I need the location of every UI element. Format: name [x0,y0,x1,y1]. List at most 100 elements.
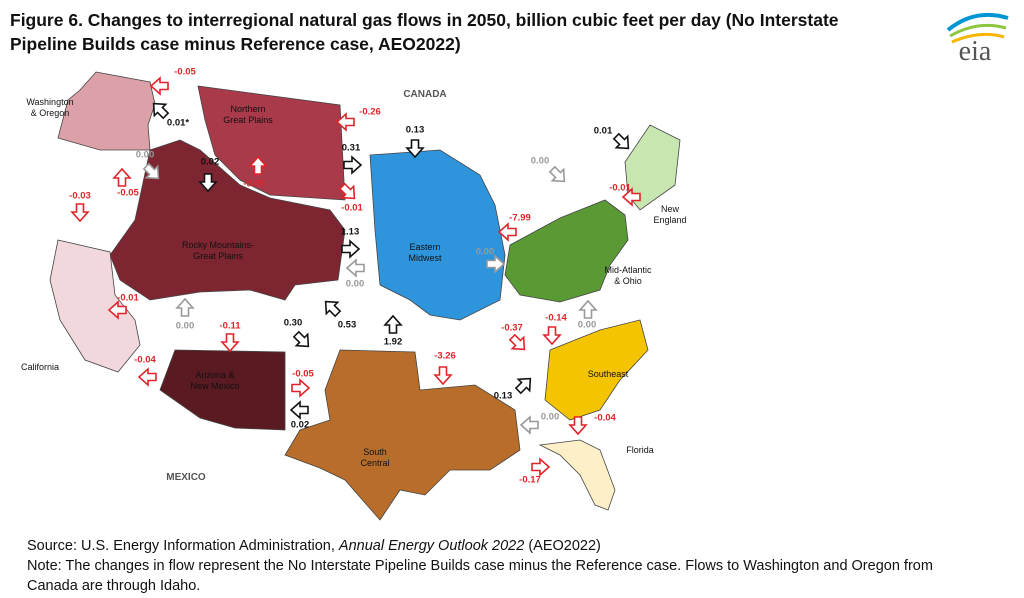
flow-arrow [514,377,532,395]
flow-label: -0.14 [545,313,567,324]
region-label: Great Plains [223,115,273,125]
flow-arrow [107,300,127,320]
flow-arrow [621,187,641,207]
flow-arrow [433,366,453,386]
flow-arrow [612,132,630,150]
flow-label: 0.30 [284,318,303,329]
flow-arrow [531,457,551,477]
flow-arrow [568,416,588,436]
region-label: California [21,362,59,372]
region [544,319,649,421]
flow-label: -0.01 [609,183,631,194]
logo-arc [946,12,1009,32]
region-label: Arizona & [195,370,234,380]
flow-label: -0.01 [117,293,139,304]
flow-arrow [291,378,311,398]
flow-arrow [338,182,356,200]
flow-label: 0.00 [136,150,155,161]
regions [49,71,681,521]
region [538,439,616,511]
flow-label: 0.01* [167,118,189,129]
flow-arrow [152,102,170,120]
region-label: New Mexico [190,381,239,391]
flow-label: -0.01 [341,203,363,214]
source-text: (AEO2022) [524,538,601,554]
region-label: Florida [626,445,654,455]
flow-label: 0.00 [346,279,365,290]
region [109,139,346,301]
region [159,349,286,431]
flow-arrow [149,76,169,96]
flow-arrow [112,167,132,187]
region [57,71,156,151]
region-label: Mid-Atlantic [604,265,652,275]
title: Figure 6. Changes to interregional natur… [10,10,839,54]
flow-arrow [137,367,157,387]
flow-arrow [383,314,403,334]
flow-label: -0.05 [292,369,314,380]
logo-text: eia [959,36,992,67]
flow-arrow [341,239,361,259]
flow-arrow [142,162,160,180]
region-label: Washington [26,97,73,107]
region-label: New [661,204,680,214]
logo: eia [946,12,1009,67]
region [504,199,629,303]
flow-arrow [497,222,517,242]
region-label: Rocky Mountains- [182,240,254,250]
flow-label: -0.03 [69,191,91,202]
flow-arrow [486,254,506,274]
flow-label: -3.26 [434,351,456,362]
flow-label: 0.02 [201,157,220,168]
region-label: Southeast [588,369,629,379]
flow-arrow [343,155,363,175]
region [284,349,521,521]
flow-label: 0.13 [406,125,425,136]
flow-label: -0.05 [117,188,139,199]
flow-label: -0.05 [243,179,265,190]
flow-arrow [345,258,365,278]
flow-label: -0.05 [174,67,196,78]
flow-arrow [542,326,562,346]
region-label: Central [360,458,389,468]
flow-arrow [335,112,355,132]
flow-label: 0.01 [594,126,613,137]
flow-label: 0.02 [291,420,310,431]
flow-label: -0.26 [359,107,381,118]
flow-label: -0.04 [134,355,156,366]
region-label: Midwest [408,253,442,263]
region-label: & Ohio [614,276,642,286]
flow-arrow [292,330,310,348]
flow-label: 1.92 [384,337,403,348]
flow-arrow [578,299,598,319]
region-label: Northern [230,104,265,114]
flow-label: -0.11 [219,321,241,332]
flow-arrow [405,139,425,159]
flow-arrow [508,333,526,351]
footer: Source: U.S. Energy Information Administ… [27,536,987,596]
flow-arrow [70,203,90,223]
note: Note: The changes in flow represent the … [27,558,933,594]
flow-label: 0.00 [531,156,550,167]
flow-label: -0.37 [501,323,523,334]
flow-arrow [248,155,268,175]
flow-arrow [175,297,195,317]
region-label: South [363,447,387,457]
flow-label: 0.00 [541,412,560,423]
region-label: & Oregon [31,108,70,118]
flow-label: -0.17 [519,475,541,486]
region-label: England [653,215,686,225]
flow-arrow [519,415,539,435]
region-label: Great Plains [193,251,243,261]
country-label: CANADA [403,89,446,100]
flow-label: 1.13 [341,227,360,238]
region [369,149,506,321]
flow-arrow [548,165,566,183]
flow-arrow [198,173,218,193]
flow-arrow [220,333,240,353]
flow-label: -0.04 [594,413,616,424]
flow-label: -7.99 [509,213,531,224]
flow-label: 0.53 [338,320,357,331]
flow-label: 0.31 [342,143,361,154]
flow-arrow [289,400,309,420]
